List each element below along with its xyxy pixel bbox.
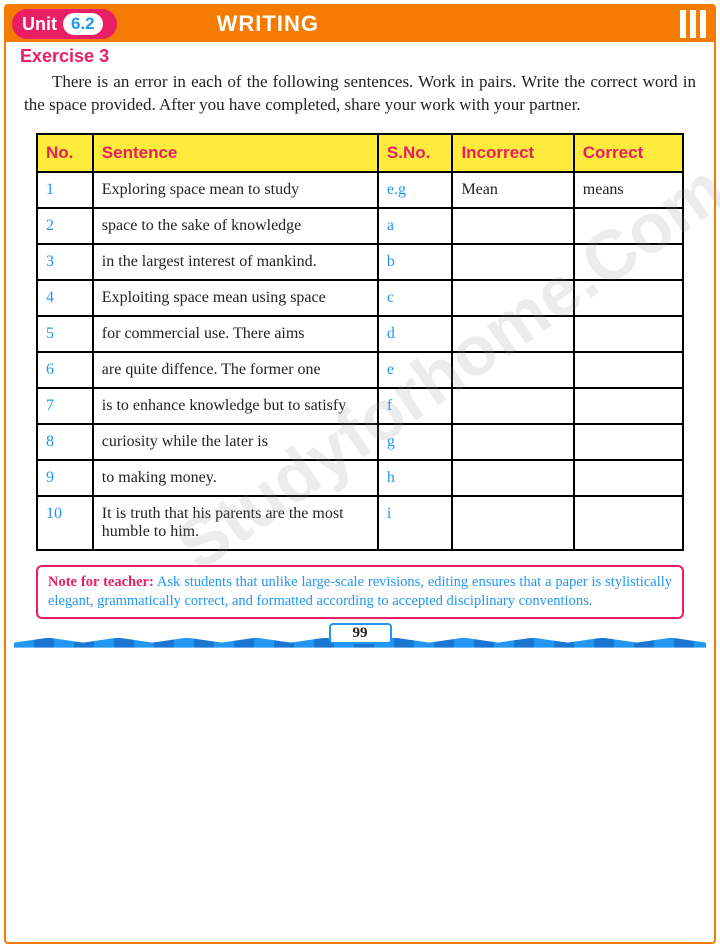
cell-correct[interactable] (574, 280, 683, 316)
cell-sno: c (378, 280, 453, 316)
cell-no: 3 (37, 244, 93, 280)
cell-correct[interactable] (574, 460, 683, 496)
cell-no: 4 (37, 280, 93, 316)
table-row: 4Exploiting space mean using spacec (37, 280, 683, 316)
cell-correct[interactable] (574, 424, 683, 460)
table-row: 2space to the sake of knowledgea (37, 208, 683, 244)
col-correct: Correct (574, 134, 683, 172)
unit-label: Unit (22, 14, 57, 35)
cell-incorrect[interactable] (452, 460, 573, 496)
cell-sentence: Exploiting space mean using space (93, 280, 378, 316)
table-row: 10It is truth that his parents are the m… (37, 496, 683, 550)
header-title: WRITING (217, 11, 319, 37)
header-stripes-icon (680, 10, 706, 38)
unit-number: 6.2 (63, 13, 103, 35)
cell-incorrect[interactable] (452, 208, 573, 244)
table-row: 5for commercial use. There aimsd (37, 316, 683, 352)
cell-sno: h (378, 460, 453, 496)
cell-correct[interactable]: means (574, 172, 683, 208)
cell-correct[interactable] (574, 244, 683, 280)
cell-incorrect[interactable] (452, 496, 573, 550)
col-no: No. (37, 134, 93, 172)
header-bar: Unit 6.2 WRITING (6, 6, 714, 42)
cell-no: 7 (37, 388, 93, 424)
cell-no: 1 (37, 172, 93, 208)
col-sentence: Sentence (93, 134, 378, 172)
cell-no: 6 (37, 352, 93, 388)
cell-sno: e.g (378, 172, 453, 208)
cell-no: 8 (37, 424, 93, 460)
table-row: 3in the largest interest of mankind.b (37, 244, 683, 280)
cell-incorrect[interactable] (452, 280, 573, 316)
cell-sentence: are quite diffence. The former one (93, 352, 378, 388)
cell-sentence: in the largest interest of mankind. (93, 244, 378, 280)
cell-no: 10 (37, 496, 93, 550)
cell-sno: g (378, 424, 453, 460)
cell-sentence: is to enhance knowledge but to satisfy (93, 388, 378, 424)
page-number: 99 (329, 623, 392, 644)
table-row: 6are quite diffence. The former onee (37, 352, 683, 388)
exercise-table: No. Sentence S.No. Incorrect Correct 1Ex… (36, 133, 684, 551)
table-row: 7is to enhance knowledge but to satisfyf (37, 388, 683, 424)
cell-incorrect[interactable] (452, 352, 573, 388)
cell-sentence: Exploring space mean to study (93, 172, 378, 208)
cell-sentence: for commercial use. There aims (93, 316, 378, 352)
cell-sentence: curiosity while the later is (93, 424, 378, 460)
exercise-label: Exercise 3 (20, 46, 714, 67)
cell-sno: a (378, 208, 453, 244)
note-label: Note for teacher: (48, 574, 154, 590)
cell-sno: i (378, 496, 453, 550)
instructions-text: There is an error in each of the followi… (6, 71, 714, 127)
teacher-note: Note for teacher: Ask students that unli… (36, 565, 684, 619)
cell-sentence: space to the sake of knowledge (93, 208, 378, 244)
cell-sno: b (378, 244, 453, 280)
table-row: 1Exploring space mean to studye.gMeanmea… (37, 172, 683, 208)
col-incorrect: Incorrect (452, 134, 573, 172)
cell-sentence: It is truth that his parents are the mos… (93, 496, 378, 550)
table-row: 9to making money.h (37, 460, 683, 496)
cell-correct[interactable] (574, 316, 683, 352)
cell-correct[interactable] (574, 496, 683, 550)
cell-sno: e (378, 352, 453, 388)
cell-incorrect[interactable] (452, 244, 573, 280)
cell-no: 9 (37, 460, 93, 496)
table-row: 8curiosity while the later isg (37, 424, 683, 460)
cell-incorrect[interactable] (452, 388, 573, 424)
page-frame: Unit 6.2 WRITING Exercise 3 There is an … (4, 4, 716, 944)
table-container: Studyforhome.Com No. Sentence S.No. Inco… (6, 127, 714, 557)
cell-sentence: to making money. (93, 460, 378, 496)
cell-incorrect[interactable]: Mean (452, 172, 573, 208)
cell-correct[interactable] (574, 388, 683, 424)
cell-sno: d (378, 316, 453, 352)
unit-pill: Unit 6.2 (12, 9, 117, 39)
cell-no: 2 (37, 208, 93, 244)
table-header-row: No. Sentence S.No. Incorrect Correct (37, 134, 683, 172)
cell-correct[interactable] (574, 352, 683, 388)
cell-correct[interactable] (574, 208, 683, 244)
col-sno: S.No. (378, 134, 453, 172)
cell-incorrect[interactable] (452, 424, 573, 460)
cell-sno: f (378, 388, 453, 424)
cell-no: 5 (37, 316, 93, 352)
cell-incorrect[interactable] (452, 316, 573, 352)
